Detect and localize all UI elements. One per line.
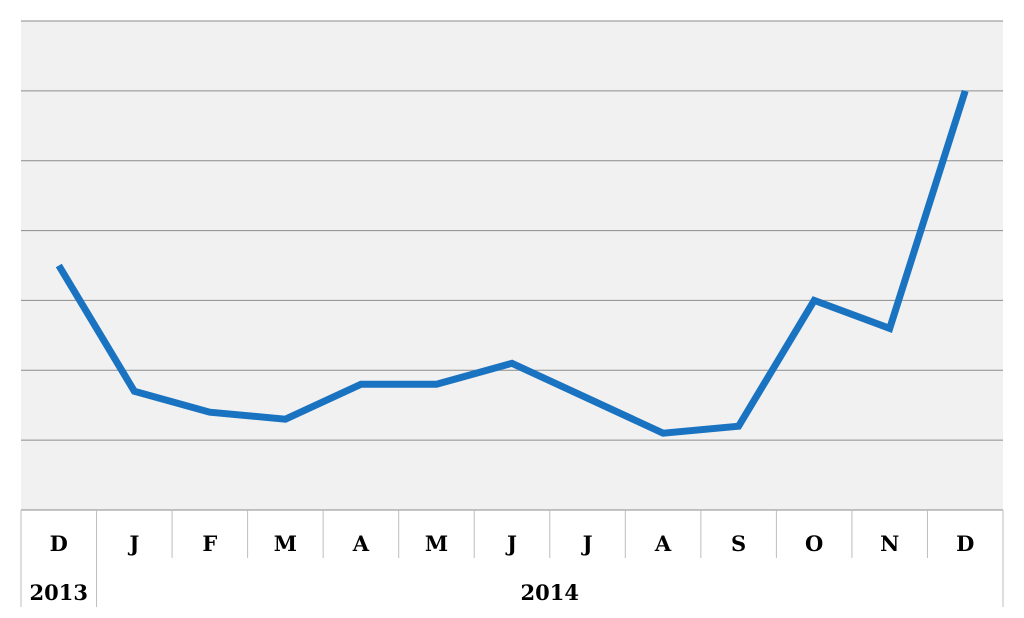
category-axis [20, 509, 1004, 607]
x-tick-label: D [956, 531, 974, 556]
x-tick-label: S [731, 531, 746, 556]
x-tick-label: M [274, 531, 297, 556]
x-tick-label: D [50, 531, 68, 556]
gridlines [21, 20, 1003, 441]
x-tick-label: J [581, 531, 593, 556]
x-tick-label: A [352, 531, 370, 556]
x-tick-label: F [202, 531, 217, 556]
x-tick-label: J [127, 531, 139, 556]
x-tick-label: A [654, 531, 672, 556]
x-tick-label: O [805, 531, 823, 556]
year-labels: 2013 2014 [30, 580, 579, 605]
x-tick-label: N [880, 531, 899, 556]
x-tick-label: J [505, 531, 517, 556]
year-label: 2013 [30, 580, 88, 605]
year-label: 2014 [521, 580, 579, 605]
plot-area [21, 21, 1003, 510]
x-tick-label: M [425, 531, 448, 556]
series-line [55, 89, 969, 437]
series-group [55, 89, 969, 437]
